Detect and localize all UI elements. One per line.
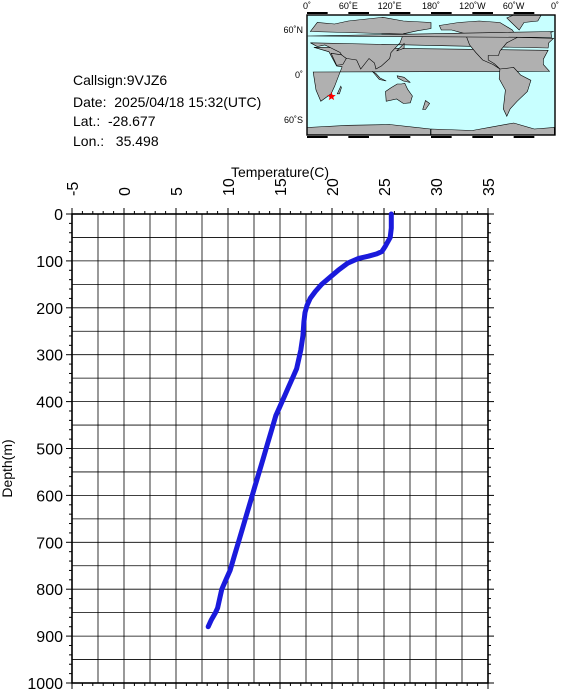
y-tick-label: 1000	[27, 676, 63, 690]
x-tick-label: 20	[325, 178, 342, 196]
map-lon-label: 180˚	[422, 1, 440, 11]
y-tick-label: 0	[54, 207, 63, 224]
map-lon-label: 120˚E	[378, 1, 402, 11]
station-marker-icon	[327, 92, 336, 101]
x-tick-label: 0	[117, 187, 134, 196]
x-tick-label: 15	[273, 178, 290, 196]
map-lon-label: 60˚E	[339, 1, 358, 11]
x-tick-label: 5	[169, 187, 186, 196]
y-tick-label: 200	[36, 301, 63, 318]
x-axis-title: Temperature(C)	[231, 164, 329, 180]
map-landmass-6	[396, 42, 405, 52]
temperature-profile-line-0	[205, 211, 394, 630]
map-landmass-10	[498, 67, 532, 118]
map-landmass-12	[422, 100, 431, 110]
map-lon-label: 60˚W	[503, 1, 525, 11]
x-tick-label: 30	[429, 178, 446, 196]
x-tick-label: 25	[377, 178, 394, 196]
world-map: 0˚ 60˚E 120˚E 180˚ 120˚W 60˚W 0˚ 60˚N 0˚ 60˚S	[283, 1, 559, 138]
x-tick-label: -5	[65, 182, 82, 196]
y-tick-label: 500	[36, 442, 63, 459]
map-lat-label: 0˚	[295, 70, 303, 80]
map-lon-label: 0˚	[303, 1, 311, 11]
x-tick-label: 35	[481, 178, 498, 196]
x-tick-label: 10	[221, 178, 238, 196]
map-frame	[306, 14, 556, 136]
temperature-depth-chart: -5 0 5 10 15 20 25 30 35010020030040050060070080…	[0, 164, 498, 690]
y-tick-label: 100	[36, 254, 63, 271]
map-landmass-4	[396, 75, 411, 83]
map-landmass-2	[330, 52, 347, 66]
y-tick-label: 900	[36, 629, 63, 646]
map-landmass-1	[309, 16, 555, 70]
callsign-text: Callsign:9VJZ6	[73, 72, 168, 88]
map-landmass-5	[372, 71, 387, 82]
date-text: Date: 2025/04/18 15:32(UTC)	[73, 94, 262, 110]
y-tick-label: 300	[36, 348, 63, 365]
map-landmass-3	[385, 82, 413, 104]
y-tick-label: 700	[36, 535, 63, 552]
y-axis-title: Depth(m)	[0, 439, 15, 497]
map-lat-label: 60˚N	[283, 25, 303, 35]
map-landmass-7	[336, 85, 342, 95]
map-lat-label: 60˚S	[284, 115, 303, 125]
longitude-text: Lon.: 35.498	[73, 133, 159, 149]
latitude-text: Lat.: -28.677	[73, 113, 156, 129]
map-lon-label: 120˚W	[459, 1, 486, 11]
map-landmass-11	[307, 31, 554, 38]
y-tick-label: 800	[36, 582, 63, 599]
map-lon-label: 0˚	[551, 1, 559, 11]
y-tick-label: 600	[36, 488, 63, 505]
y-tick-label: 400	[36, 395, 63, 412]
